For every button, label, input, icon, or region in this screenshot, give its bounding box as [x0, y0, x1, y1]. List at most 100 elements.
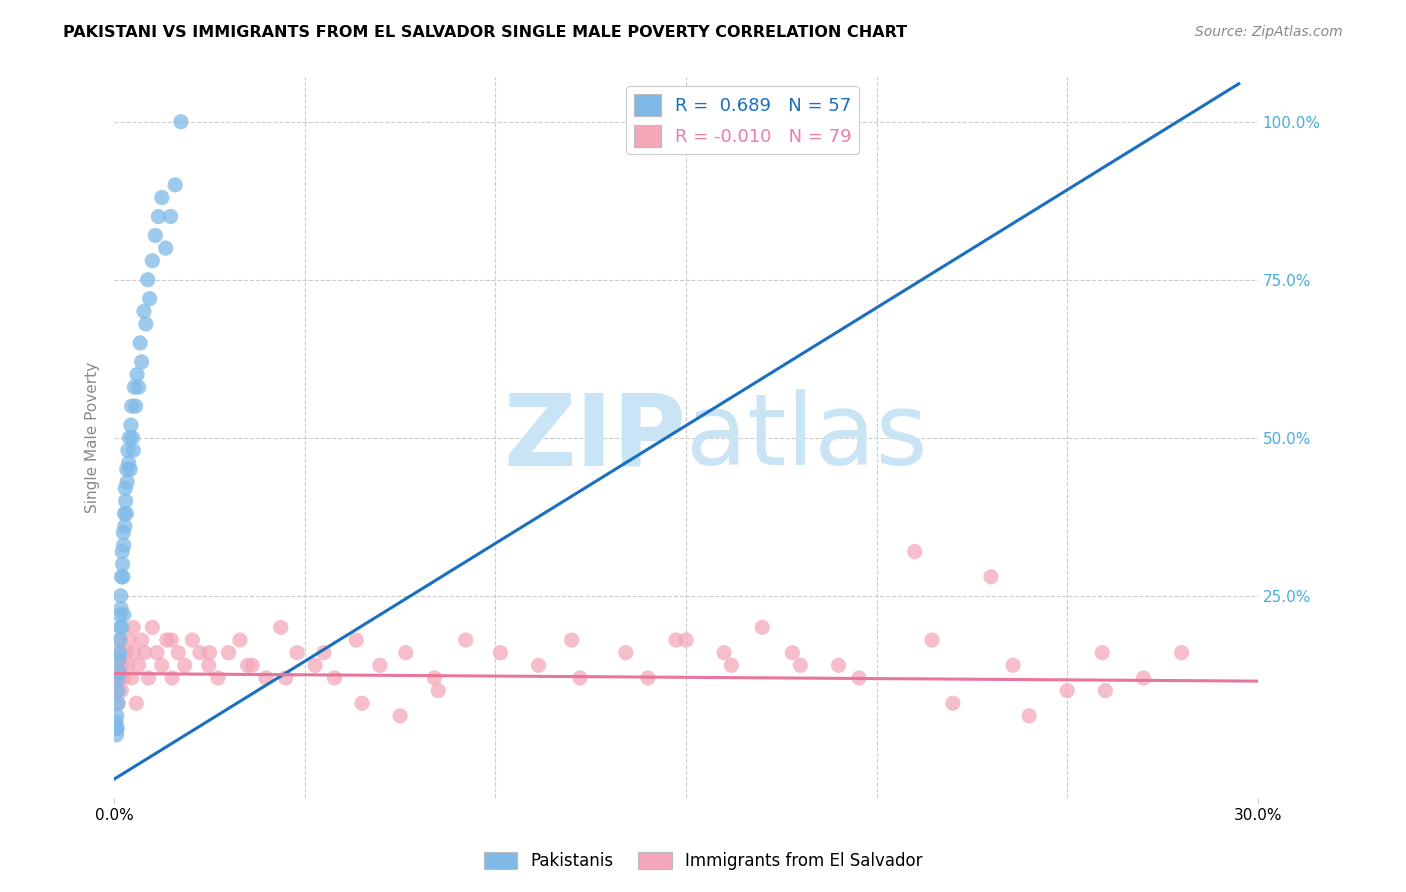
Point: [782, 646, 804, 660]
Text: ZIP: ZIP: [503, 389, 686, 486]
Point: [110, 589, 132, 603]
Point: [124, 399, 146, 413]
Point: [138, 292, 160, 306]
Point: [108, 646, 131, 660]
Point: [489, 646, 512, 660]
Point: [637, 671, 659, 685]
Point: [114, 519, 136, 533]
Point: [1018, 709, 1040, 723]
Point: [128, 658, 150, 673]
Point: [827, 658, 849, 673]
Point: [118, 633, 141, 648]
Point: [720, 658, 742, 673]
Point: [1002, 658, 1025, 673]
Point: [115, 462, 138, 476]
Point: [274, 671, 297, 685]
Point: [122, 620, 145, 634]
Point: [240, 658, 263, 673]
Point: [344, 633, 367, 648]
Point: [107, 683, 129, 698]
Point: [148, 210, 170, 224]
Legend: R =  0.689   N = 57, R = -0.010   N = 79: R = 0.689 N = 57, R = -0.010 N = 79: [627, 87, 859, 154]
Point: [789, 658, 811, 673]
Point: [713, 646, 735, 660]
Point: [197, 658, 219, 673]
Point: [675, 633, 697, 648]
Point: [121, 399, 143, 413]
Point: [1132, 671, 1154, 685]
Point: [112, 525, 135, 540]
Point: [111, 620, 134, 634]
Point: [114, 646, 136, 660]
Point: [120, 418, 142, 433]
Point: [141, 620, 163, 634]
Point: [160, 671, 183, 685]
Point: [527, 658, 550, 673]
Point: [105, 715, 128, 730]
Point: [165, 178, 187, 192]
Point: [942, 696, 965, 710]
Point: [105, 722, 128, 736]
Point: [108, 665, 131, 679]
Point: [173, 658, 195, 673]
Point: [114, 507, 136, 521]
Point: [108, 633, 131, 648]
Point: [254, 671, 277, 685]
Point: [107, 671, 129, 685]
Point: [110, 570, 132, 584]
Point: [121, 671, 143, 685]
Point: [389, 709, 412, 723]
Text: PAKISTANI VS IMMIGRANTS FROM EL SALVADOR SINGLE MALE POVERTY CORRELATION CHART: PAKISTANI VS IMMIGRANTS FROM EL SALVADOR…: [63, 25, 907, 40]
Point: [105, 722, 128, 736]
Point: [120, 462, 142, 476]
Point: [132, 304, 155, 318]
Point: [111, 570, 134, 584]
Point: [665, 633, 688, 648]
Point: [423, 671, 446, 685]
Point: [112, 671, 135, 685]
Point: [115, 475, 138, 489]
Point: [170, 114, 193, 128]
Point: [105, 683, 128, 698]
Point: [108, 671, 131, 685]
Point: [125, 368, 148, 382]
Point: [160, 633, 183, 648]
Point: [146, 646, 169, 660]
Point: [454, 633, 477, 648]
Point: [112, 607, 135, 622]
Point: [107, 696, 129, 710]
Point: [105, 728, 128, 742]
Point: [110, 601, 132, 615]
Point: [1091, 646, 1114, 660]
Point: [141, 253, 163, 268]
Point: [110, 633, 132, 648]
Point: [236, 658, 259, 673]
Point: [135, 317, 157, 331]
Point: [107, 696, 129, 710]
Point: [198, 646, 221, 660]
Point: [138, 671, 160, 685]
Point: [115, 507, 138, 521]
Point: [108, 607, 131, 622]
Point: [427, 683, 450, 698]
Point: [270, 620, 292, 634]
Point: [304, 658, 326, 673]
Point: [848, 671, 870, 685]
Point: [108, 646, 131, 660]
Point: [107, 652, 129, 666]
Point: [751, 620, 773, 634]
Point: [125, 696, 148, 710]
Point: [124, 380, 146, 394]
Point: [395, 646, 418, 660]
Point: [122, 646, 145, 660]
Text: Source: ZipAtlas.com: Source: ZipAtlas.com: [1195, 25, 1343, 39]
Point: [150, 658, 173, 673]
Point: [207, 671, 229, 685]
Point: [614, 646, 637, 660]
Point: [136, 273, 159, 287]
Point: [980, 570, 1002, 584]
Point: [111, 557, 134, 571]
Point: [110, 620, 132, 634]
Text: atlas: atlas: [686, 389, 928, 486]
Point: [350, 696, 373, 710]
